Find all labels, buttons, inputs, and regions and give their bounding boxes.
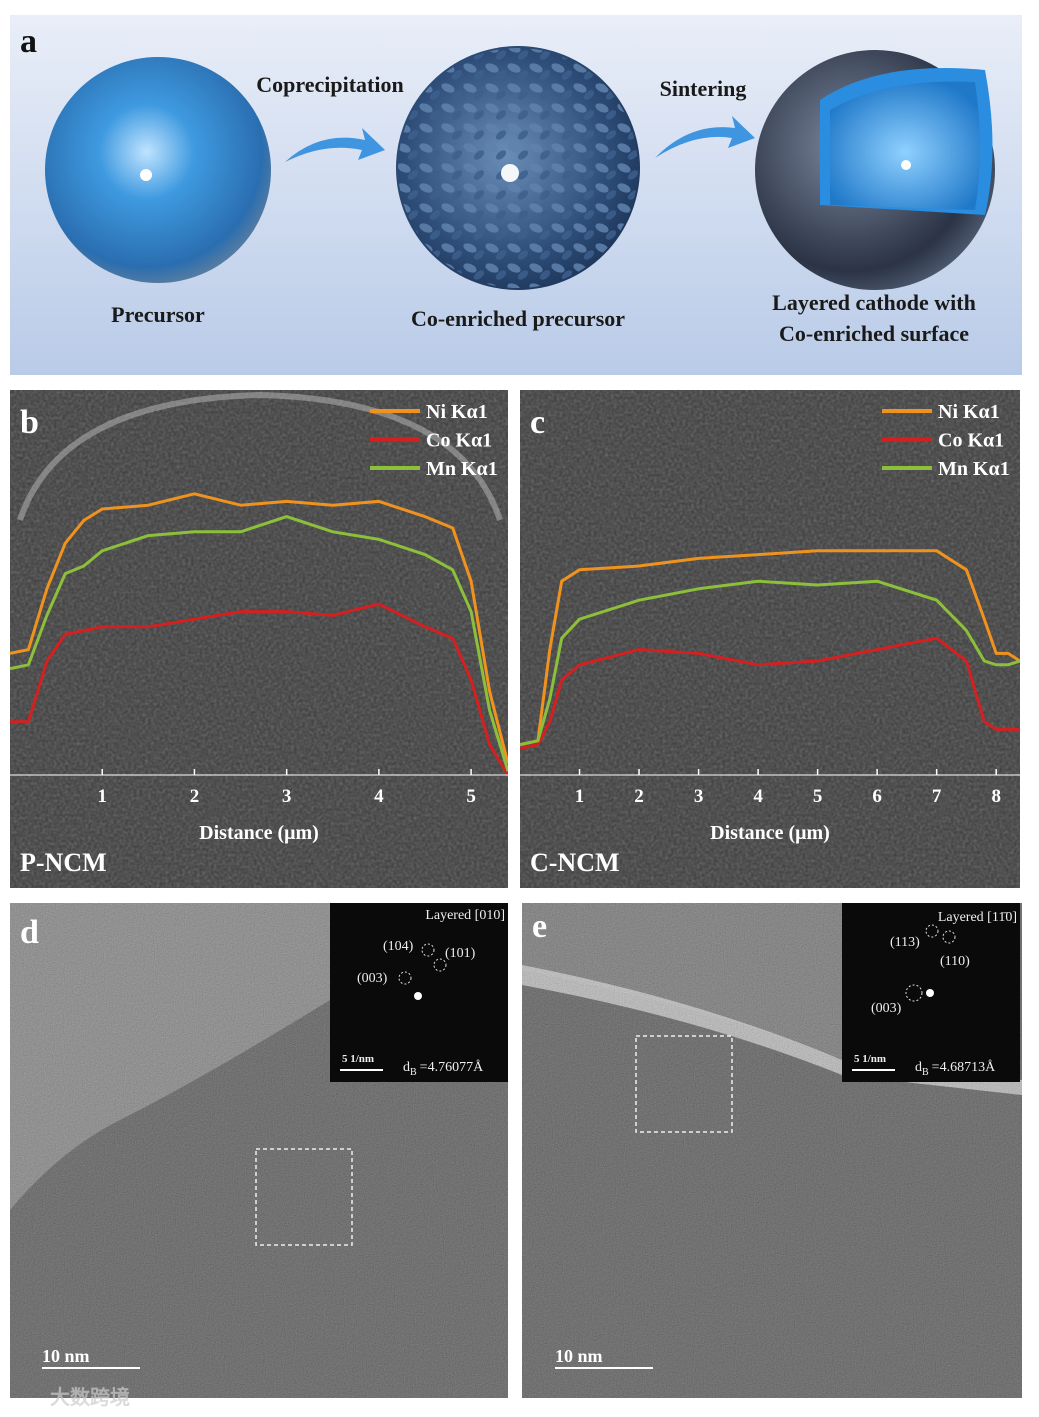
- subscript: B: [410, 1067, 417, 1078]
- step-label: Coprecipitation: [256, 72, 403, 97]
- caption: Co-enriched precursor: [411, 306, 625, 331]
- symbol: d: [915, 1060, 922, 1075]
- sphere-center: [901, 160, 911, 170]
- legend-label: Ni Kα1: [426, 401, 488, 423]
- spacing: dB =4.68713Å: [915, 1059, 996, 1078]
- x-tick-label: 1: [97, 786, 107, 807]
- plot: [520, 549, 1020, 750]
- scale-bar-label: 10 nm: [42, 1346, 90, 1366]
- x-tick-label: 4: [374, 786, 384, 807]
- zone-axis: Layered [010]: [425, 908, 505, 923]
- spot-label: (110): [940, 954, 970, 969]
- profile-line: [10, 602, 508, 776]
- panel-label: a: [20, 23, 37, 60]
- sphere-center: [140, 169, 152, 181]
- spot-label: (101): [445, 946, 476, 961]
- profile-line: [520, 636, 1020, 750]
- x-tick-label: 4: [753, 786, 763, 807]
- sample-label: C-NCM: [530, 848, 620, 877]
- spot-label: (003): [871, 1001, 902, 1016]
- watermark: 大数跨境: [50, 1385, 130, 1409]
- cutaway-core: [830, 81, 980, 210]
- legend-label: Co Kα1: [938, 430, 1004, 452]
- x-tick-label: 7: [932, 786, 942, 807]
- x-axis-label: Distance (μm): [710, 822, 830, 844]
- caption: Layered cathode with: [772, 290, 976, 315]
- value: =4.76077Å: [420, 1059, 484, 1075]
- x-tick-label: 1: [575, 786, 585, 807]
- spot-label: (003): [357, 971, 388, 986]
- spot-label: (104): [383, 939, 414, 954]
- symbol: d: [403, 1060, 410, 1075]
- spot-label: (113): [890, 935, 920, 950]
- plot: [10, 492, 508, 776]
- value: =4.68713Å: [932, 1059, 996, 1075]
- zone-axis: Layered [11̄0]: [938, 910, 1017, 925]
- panel-label: d: [20, 914, 39, 951]
- arrow: [655, 116, 755, 158]
- profile-line: [520, 549, 1020, 747]
- subscript: B: [922, 1067, 929, 1078]
- arrow: [285, 128, 385, 162]
- sphere-center: [501, 164, 519, 182]
- legend-label: Mn Kα1: [938, 458, 1010, 480]
- legend-label: Mn Kα1: [426, 458, 498, 480]
- panel-label: b: [20, 404, 39, 441]
- legend-label: Co Kα1: [426, 430, 492, 452]
- step-label: Sintering: [660, 76, 747, 101]
- tem-image-e: [522, 903, 1022, 1398]
- x-tick-label: 8: [991, 786, 1001, 807]
- x-tick-label: 5: [813, 786, 823, 807]
- x-tick-label: 6: [872, 786, 882, 807]
- x-axis-label: Distance (μm): [199, 822, 319, 844]
- caption: Precursor: [111, 302, 205, 327]
- spacing: dB =4.76077Å: [403, 1059, 484, 1078]
- caption: Co-enriched surface: [779, 321, 969, 346]
- sem-image: [10, 390, 508, 888]
- sphere-flakes: [398, 48, 638, 288]
- legend-label: Ni Kα1: [938, 401, 1000, 423]
- x-tick-label: 3: [694, 786, 704, 807]
- precursor-sphere: [45, 57, 271, 283]
- x-tick-label: 2: [190, 786, 200, 807]
- x-tick-label: 5: [466, 786, 476, 807]
- panel-label: e: [532, 908, 547, 945]
- panel-label: c: [530, 404, 545, 441]
- scale-bar-label: 10 nm: [555, 1346, 603, 1366]
- fft-scale: 5 1/nm: [342, 1053, 374, 1065]
- profile-line: [520, 579, 1020, 747]
- profile-line: [10, 515, 508, 772]
- tem-image-d: [10, 903, 508, 1398]
- x-tick-label: 2: [634, 786, 644, 807]
- fft-scale: 5 1/nm: [854, 1053, 886, 1065]
- charts: Ni Kα1 Co Kα1 Mn Kα1 1 2 3 4 5 Distance (μm) b P-N…: [10, 401, 1020, 877]
- sample-label: P-NCM: [20, 848, 107, 877]
- profile-line: [10, 492, 508, 764]
- x-tick-label: 3: [282, 786, 292, 807]
